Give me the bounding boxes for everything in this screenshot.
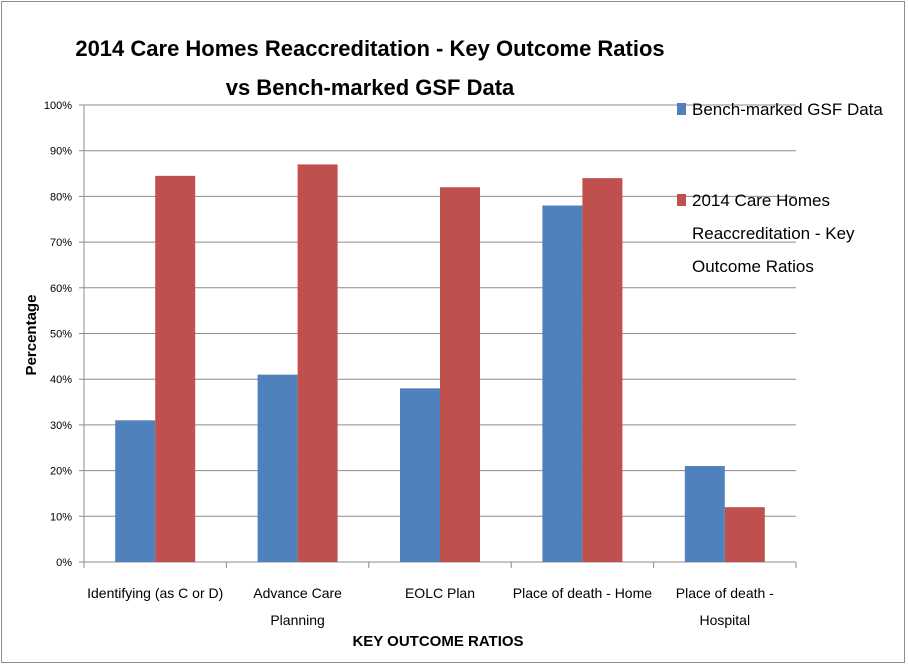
legend-swatch <box>677 103 686 115</box>
y-tick-label: 10% <box>50 511 72 523</box>
legend-label: Bench-marked GSF Data <box>692 100 883 119</box>
x-axis-title: KEY OUTCOME RATIOS <box>352 633 523 650</box>
y-tick-label: 60% <box>50 283 72 295</box>
legend-swatch <box>677 194 686 206</box>
y-tick-label: 100% <box>44 100 72 112</box>
chart-title-line: 2014 Care Homes Reaccreditation - Key Ou… <box>75 36 664 61</box>
x-category-label: Identifying (as C or D) <box>87 585 223 601</box>
bars <box>115 164 765 563</box>
x-category-label: Place of death -Hospital <box>676 585 774 628</box>
bar <box>297 164 338 562</box>
bar <box>542 205 583 563</box>
x-category-label: EOLC Plan <box>405 585 475 601</box>
y-tick-label: 70% <box>50 237 72 249</box>
chart-title-line: vs Bench-marked GSF Data <box>226 75 515 100</box>
x-category-labels: Identifying (as C or D) Advance Care Plann… <box>87 585 774 628</box>
bar <box>257 374 298 562</box>
chart-title: 2014 Care Homes Reaccreditation - Key Ou… <box>75 36 664 100</box>
y-tick-label: 80% <box>50 191 72 203</box>
y-tick-labels: 0% 10% 20% 30% 40% 50% 60% 70% 80% 90% 100% <box>44 100 72 569</box>
y-tick-label: 20% <box>50 466 72 478</box>
bar <box>582 178 623 562</box>
bar <box>440 187 480 562</box>
bar <box>155 175 196 562</box>
legend-label: 2014 Care Homes Reaccreditation - Key Outc… <box>692 191 855 276</box>
bar <box>115 420 156 562</box>
y-tick-label: 90% <box>50 146 72 158</box>
y-tick-label: 50% <box>50 329 72 341</box>
bar <box>724 507 765 562</box>
bar <box>400 388 440 562</box>
x-category-label: Advance Care Planning <box>253 585 342 628</box>
x-category-label: Place of death - Home <box>513 585 653 601</box>
y-axis-title: Percentage <box>23 295 40 376</box>
y-tick-label: 30% <box>50 420 72 432</box>
y-tick-label: 0% <box>56 557 72 569</box>
bar <box>684 466 725 562</box>
y-tick-label: 40% <box>50 374 72 386</box>
legend: Bench-marked GSF Data 2014 Care Homes Reac… <box>677 100 883 276</box>
